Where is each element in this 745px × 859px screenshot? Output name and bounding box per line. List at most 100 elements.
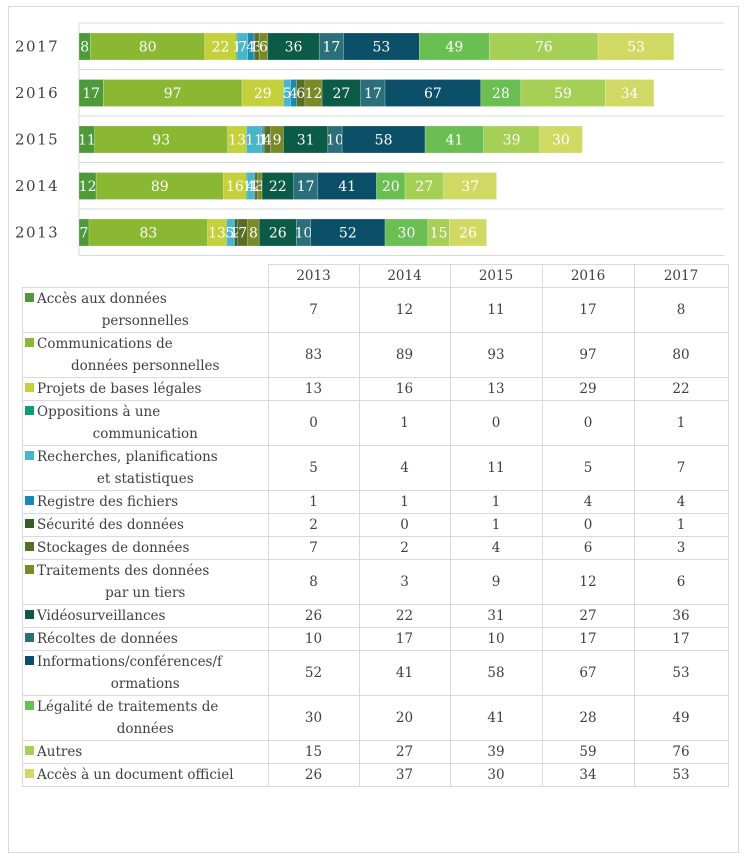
- table-header-row: 2013 2014 2015 2016 2017: [22, 264, 729, 288]
- bar-segment: [296, 79, 306, 107]
- table-row: Informations/conférences/f ormations 52 41 5…: [22, 650, 729, 696]
- bar-segment: [283, 125, 329, 154]
- data-label: 41: [338, 179, 356, 195]
- data-label: 13: [208, 226, 226, 242]
- data-label: 26: [269, 226, 287, 242]
- data-label: 11: [78, 133, 96, 149]
- bar-segment: [225, 218, 234, 247]
- legend-label: Accès aux données: [25, 288, 266, 310]
- data-label: 30: [552, 133, 570, 149]
- table-value-cell: 80: [633, 332, 729, 378]
- series-legend-cell: Sécurité des données: [22, 513, 269, 537]
- year-column-header: 2014: [358, 264, 451, 288]
- table-value-cell: 11: [449, 287, 543, 333]
- table-value-cell: 31: [449, 604, 543, 628]
- table-value-cell: 29: [541, 377, 635, 401]
- chart-frame: [8, 6, 739, 853]
- data-label: 3: [255, 179, 264, 195]
- table-value-cell: 93: [449, 332, 543, 378]
- legend-swatch-icon: [25, 383, 34, 392]
- data-label: 97: [164, 86, 182, 102]
- series-legend-cell: Récoltes de données: [22, 627, 269, 651]
- table-value-cell: 5: [267, 445, 360, 491]
- bar-segment: [241, 79, 284, 107]
- table-value-cell: 28: [541, 695, 635, 741]
- legend-swatch-icon: [25, 293, 34, 302]
- data-label: 83: [139, 226, 157, 242]
- table-value-cell: 2: [358, 536, 451, 560]
- table-value-cell: 1: [358, 490, 451, 514]
- table-row: Vidéosurveillances 26 22 31 27 36: [22, 604, 729, 628]
- bar-segment: [261, 172, 294, 200]
- series-legend-cell: Registre des fichiers: [22, 490, 269, 514]
- bar-segment: [95, 172, 224, 200]
- data-label: 37: [461, 179, 479, 195]
- table-value-cell: 41: [449, 695, 543, 741]
- table-value-cell: 0: [541, 513, 635, 537]
- bar-segment: [78, 125, 96, 154]
- year-tick-label: 2013: [15, 224, 59, 242]
- series-legend-cell: Communications de données personnelles: [22, 332, 269, 378]
- data-label: 2: [252, 179, 261, 195]
- data-label: 7: [80, 226, 89, 242]
- data-label: 76: [535, 40, 553, 56]
- bar-segment: [293, 172, 319, 200]
- legend-swatch-icon: [25, 542, 34, 551]
- data-label: 1: [260, 133, 269, 149]
- bar-segment: [258, 218, 297, 247]
- legend-swatch-icon: [25, 746, 34, 755]
- legend-label: Informations/conférences/f: [25, 651, 266, 673]
- table-value-cell: 17: [358, 627, 451, 651]
- bar-segment: [321, 79, 362, 107]
- data-label: 89: [151, 179, 169, 195]
- data-label: 1: [243, 179, 252, 195]
- table-value-cell: 9: [449, 559, 543, 605]
- table-value-cell: 8: [633, 287, 729, 333]
- table-value-cell: 49: [633, 695, 729, 741]
- table-value-cell: 2: [267, 513, 360, 537]
- bar-segment: [343, 32, 420, 61]
- bar-segment: [341, 125, 426, 154]
- bar-segment: [296, 218, 311, 247]
- table-row: Autres 15 27 39 59 76: [22, 740, 729, 764]
- data-label: 8: [80, 40, 89, 56]
- data-label: 26: [459, 226, 477, 242]
- table-value-cell: 76: [633, 740, 729, 764]
- data-label: 7: [238, 40, 247, 56]
- legend-label: Traitements des données: [25, 560, 266, 582]
- table-value-cell: 7: [267, 287, 360, 333]
- data-label: 17: [82, 86, 100, 102]
- data-label: 6: [296, 86, 305, 102]
- bar-segment: [237, 218, 249, 247]
- bar-segment: [443, 172, 497, 200]
- legend-label: Légalité de traitements de: [25, 696, 266, 718]
- legend-swatch-icon: [25, 610, 34, 619]
- data-label: 93: [152, 133, 170, 149]
- bar-segment: [204, 32, 237, 61]
- table-value-cell: 1: [449, 513, 543, 537]
- table-value-cell: 0: [449, 400, 543, 446]
- data-label: 4: [246, 179, 255, 195]
- series-legend-cell: Informations/conférences/f ormations: [22, 650, 269, 696]
- year-tick-label: 2016: [15, 84, 59, 102]
- table-value-cell: 7: [633, 445, 729, 491]
- year-tick-label: 2014: [15, 177, 59, 195]
- series-legend-cell: Traitements des données par un tiers: [22, 559, 269, 605]
- table-row: Traitements des données par un tiers 8 3 9 12…: [22, 559, 729, 605]
- data-label: 16: [226, 179, 244, 195]
- series-legend-cell: Projets de bases légales: [22, 377, 269, 401]
- table-value-cell: 1: [633, 513, 729, 537]
- table-row: Sécurité des données 2 0 1 0 1: [22, 513, 729, 537]
- table-value-cell: 59: [541, 740, 635, 764]
- table-value-cell: 27: [541, 604, 635, 628]
- table-value-cell: 97: [541, 332, 635, 378]
- bar-segment: [267, 32, 320, 61]
- data-label: 15: [430, 226, 448, 242]
- legend-label: personnelles: [101, 313, 189, 329]
- bar-segment: [520, 79, 606, 107]
- table-value-cell: 1: [449, 490, 543, 514]
- data-table: 2013 2014 2015 2016 2017 Accès aux données pe…: [22, 264, 729, 787]
- data-label: 12: [79, 179, 97, 195]
- legend-swatch-icon: [25, 451, 34, 460]
- bar-segment: [246, 172, 249, 200]
